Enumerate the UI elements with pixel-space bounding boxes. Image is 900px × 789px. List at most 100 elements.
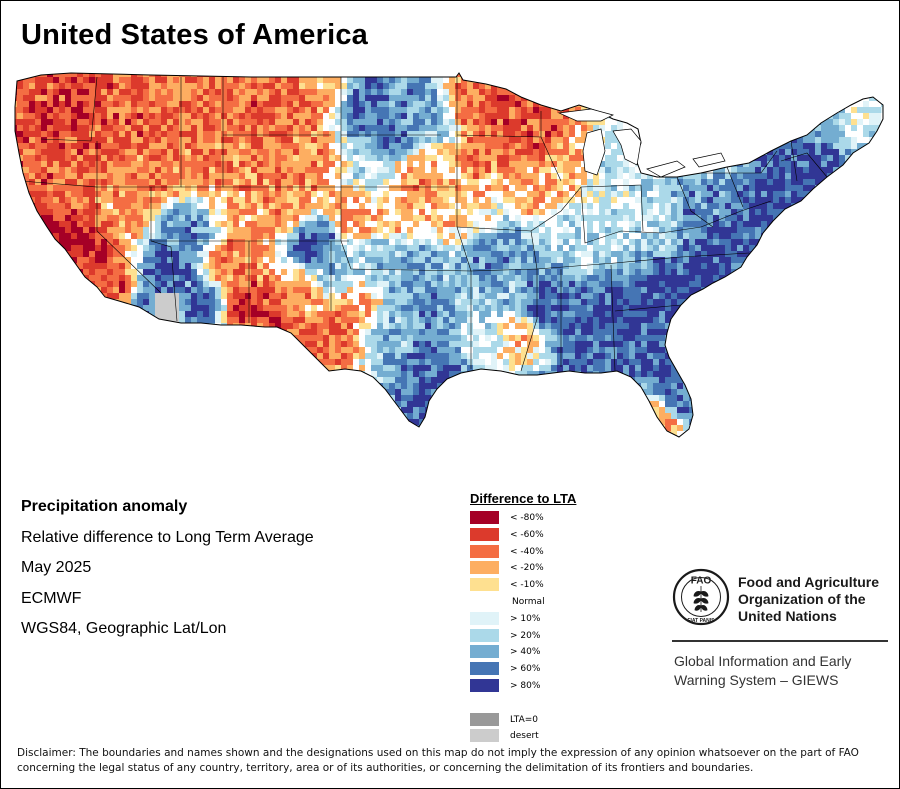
anomaly-cell [551,221,557,227]
anomaly-cell [797,263,803,269]
anomaly-cell [395,167,401,173]
anomaly-cell [257,83,263,89]
anomaly-cell [857,89,863,95]
anomaly-cell [569,197,575,203]
anomaly-cell [869,203,875,209]
anomaly-cell [737,269,743,275]
anomaly-cell [575,173,581,179]
anomaly-cell [659,257,665,263]
anomaly-cell [479,185,485,191]
anomaly-cell [641,209,647,215]
anomaly-cell [101,269,107,275]
anomaly-cell [821,167,827,173]
anomaly-cell [551,155,557,161]
anomaly-cell [875,89,881,95]
anomaly-cell [365,107,371,113]
anomaly-cell [659,77,665,83]
anomaly-cell [179,89,185,95]
anomaly-cell [491,185,497,191]
anomaly-cell [395,83,401,89]
anomaly-cell [887,209,893,215]
anomaly-cell [29,119,35,125]
anomaly-cell [749,197,755,203]
anomaly-cell [353,227,359,233]
anomaly-cell [575,95,581,101]
anomaly-cell [887,185,893,191]
anomaly-cell [179,83,185,89]
anomaly-cell [221,101,227,107]
anomaly-cell [347,107,353,113]
anomaly-cell [455,137,461,143]
anomaly-cell [71,251,77,257]
anomaly-cell [239,101,245,107]
anomaly-cell [599,179,605,185]
anomaly-cell [491,227,497,233]
anomaly-cell [725,245,731,251]
anomaly-cell [137,137,143,143]
anomaly-cell [95,119,101,125]
anomaly-cell [767,173,773,179]
anomaly-cell [881,95,883,101]
anomaly-cell [383,233,389,239]
anomaly-cell [683,137,689,143]
anomaly-cell [701,73,707,77]
anomaly-cell [485,119,491,125]
anomaly-cell [323,73,329,77]
anomaly-cell [413,227,419,233]
anomaly-cell [827,233,833,239]
anomaly-cell [869,161,875,167]
anomaly-cell [689,185,695,191]
anomaly-cell [233,233,239,239]
anomaly-cell [503,257,509,263]
anomaly-cell [299,137,305,143]
anomaly-cell [431,215,437,221]
anomaly-cell [323,125,329,131]
anomaly-cell [881,251,883,257]
anomaly-cell [227,119,233,125]
anomaly-cell [845,245,851,251]
anomaly-cell [665,107,671,113]
anomaly-cell [431,203,437,209]
anomaly-cell [335,83,341,89]
anomaly-cell [827,77,833,83]
anomaly-cell [245,125,251,131]
anomaly-cell [71,227,77,233]
anomaly-cell [809,77,815,83]
anomaly-cell [203,119,209,125]
anomaly-cell [761,125,767,131]
anomaly-cell [575,239,581,245]
anomaly-cell [629,83,635,89]
anomaly-cell [719,191,725,197]
anomaly-cell [65,227,71,233]
anomaly-cell [89,89,95,95]
anomaly-cell [113,113,119,119]
anomaly-cell [53,95,59,101]
anomaly-cell [443,257,449,263]
anomaly-cell [767,167,773,173]
anomaly-cell [395,239,401,245]
anomaly-cell [461,191,467,197]
anomaly-cell [329,257,335,263]
anomaly-cell [311,215,317,221]
anomaly-cell [59,257,65,263]
anomaly-cell [347,119,353,125]
anomaly-cell [353,119,359,125]
anomaly-cell [23,101,29,107]
anomaly-cell [329,239,335,245]
anomaly-cell [443,251,449,257]
anomaly-cell [839,131,845,137]
anomaly-cell [353,173,359,179]
anomaly-cell [275,251,281,257]
anomaly-cell [269,191,275,197]
anomaly-cell [563,101,569,107]
anomaly-cell [503,107,509,113]
anomaly-cell [815,137,821,143]
anomaly-cell [101,107,107,113]
anomaly-cell [221,131,227,137]
anomaly-cell [455,119,461,125]
anomaly-cell [359,155,365,161]
anomaly-cell [113,73,119,77]
anomaly-cell [659,131,665,137]
anomaly-cell [245,185,251,191]
anomaly-cell [605,191,611,197]
